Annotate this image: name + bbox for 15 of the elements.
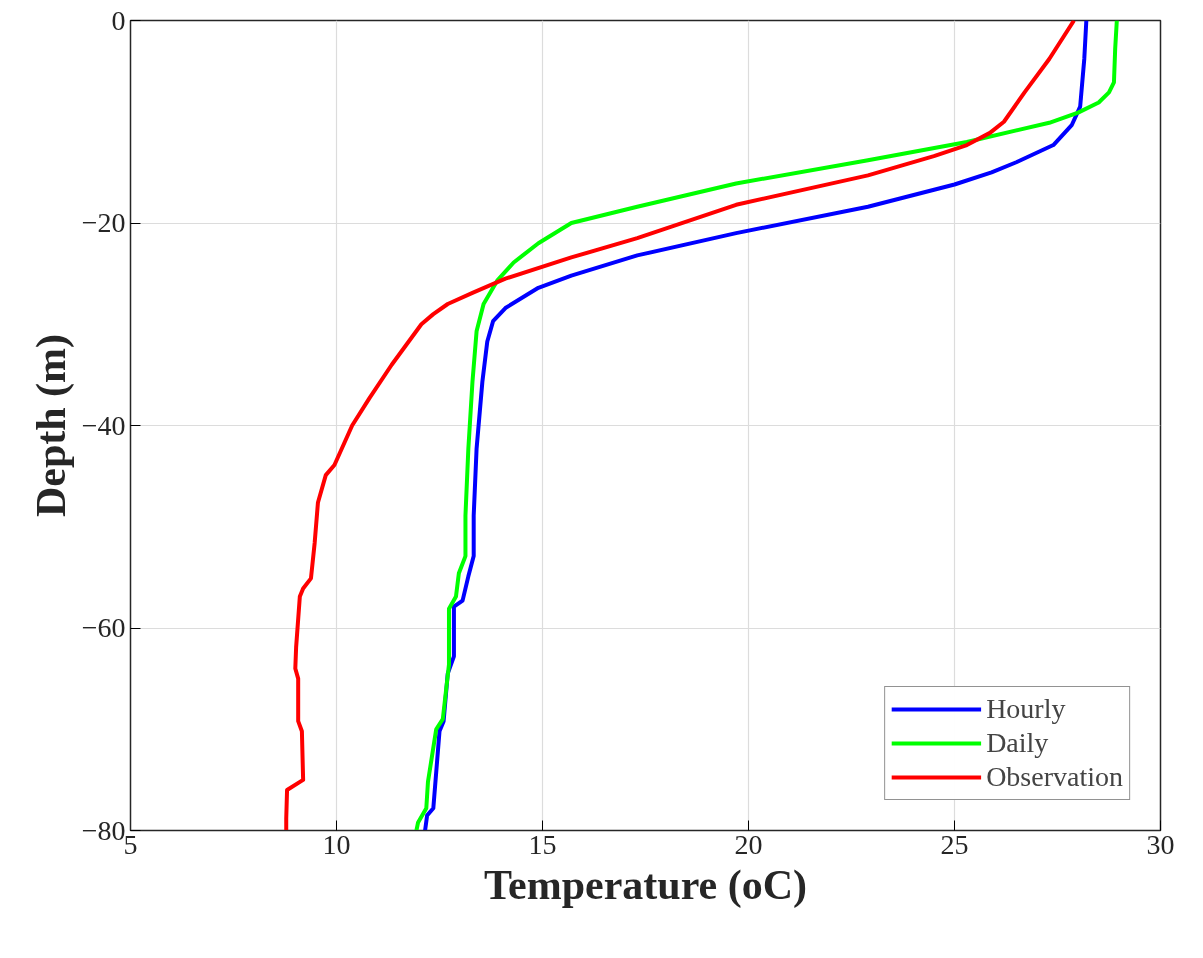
y-tick-label: −60 <box>81 612 126 643</box>
y-tick-label: −40 <box>81 409 126 441</box>
y-axis-title: Depth (m) <box>27 333 75 518</box>
y-tick-label: −20 <box>81 207 126 238</box>
y-tick-label: 0 <box>111 4 126 36</box>
legend-label: Daily <box>986 727 1049 759</box>
x-tick-label: 15 <box>528 828 557 860</box>
x-tick-label: 20 <box>734 828 763 860</box>
legend-label: Observation <box>986 761 1123 793</box>
y-tick-label: −80 <box>81 814 126 846</box>
x-tick-label: 10 <box>322 828 351 860</box>
legend-label: Hourly <box>986 693 1066 725</box>
x-tick-label: 30 <box>1146 828 1175 860</box>
x-axis-title: Temperature (oC) <box>483 861 808 909</box>
x-tick-label: 25 <box>940 828 969 860</box>
